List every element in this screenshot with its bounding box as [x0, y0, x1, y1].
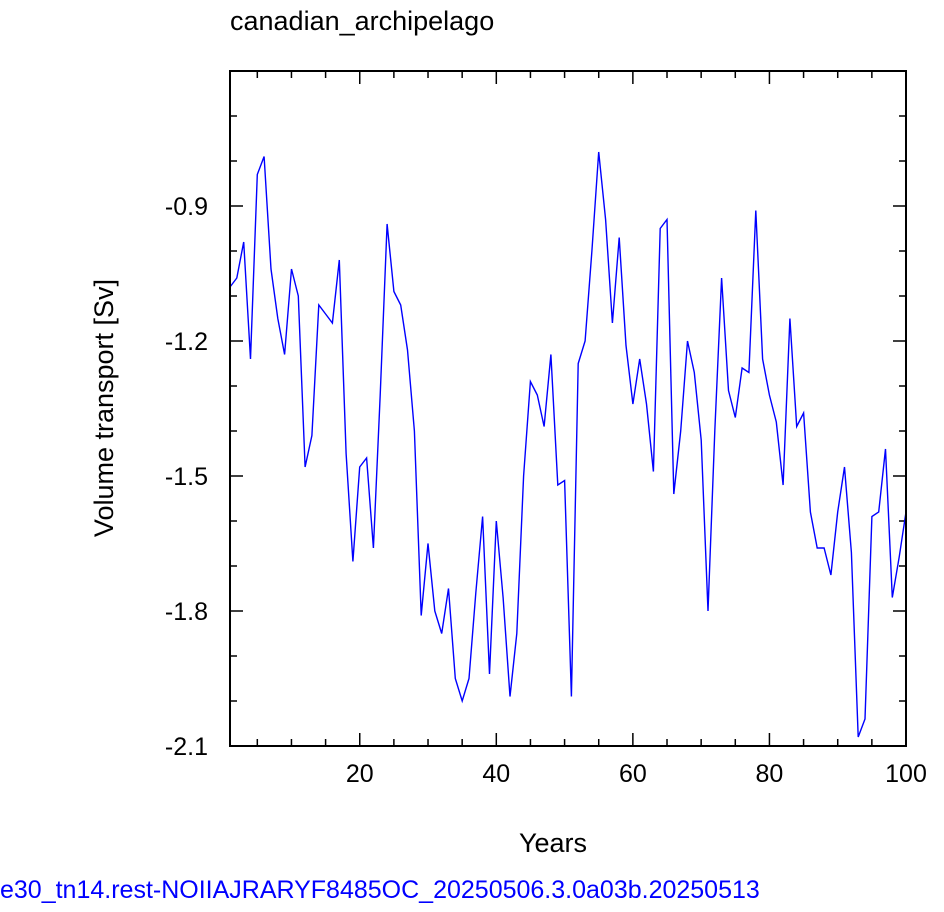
y-axis-label: Volume transport [Sv]: [89, 279, 119, 537]
axis-ticks: [230, 70, 907, 747]
series-line: [229, 151, 907, 738]
x-axis-label: Years: [519, 828, 587, 858]
axis-tick-labels: 20 40 60 80 100 -0.9 -1.2 -1.5 -1.8 -2.1: [165, 193, 927, 788]
x-tick-label: 40: [482, 760, 510, 788]
x-tick-label: 80: [756, 760, 784, 788]
footer-caption: e30_tn14.rest-NOIIAJRARYF8485OC_20250506…: [0, 876, 760, 904]
x-tick-label: 20: [346, 760, 374, 788]
y-tick-label: -2.1: [165, 733, 208, 761]
y-tick-label: -1.8: [165, 598, 208, 626]
y-tick-label: -0.9: [165, 193, 208, 221]
chart-title: canadian_archipelago: [230, 6, 494, 36]
x-tick-label: 100: [885, 760, 927, 788]
x-tick-label: 60: [619, 760, 647, 788]
y-tick-label: -1.5: [165, 463, 208, 491]
y-tick-label: -1.2: [165, 328, 208, 356]
plot-frame: [229, 70, 907, 747]
